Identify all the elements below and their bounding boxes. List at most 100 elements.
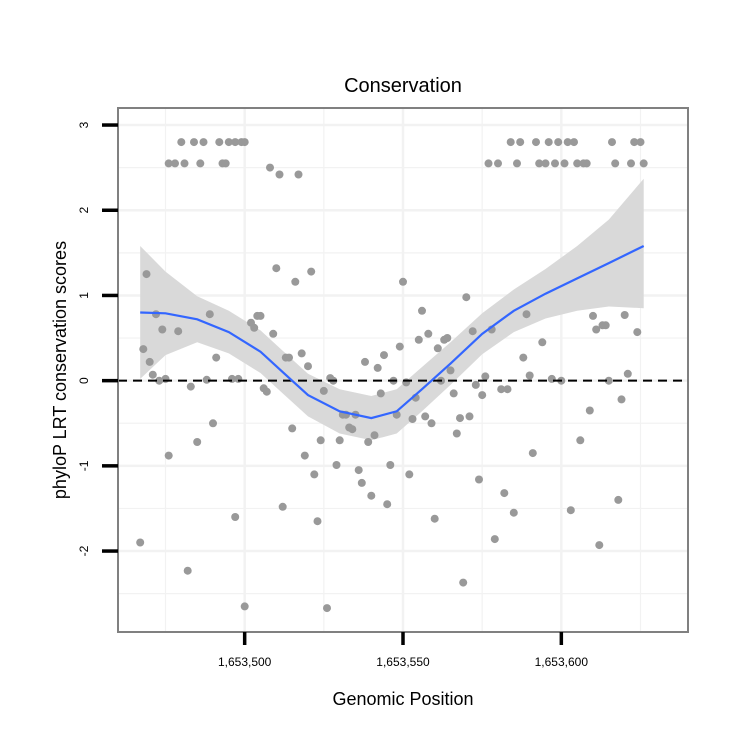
data-point — [424, 329, 433, 338]
x-axis: 1,653,500 1,653,550 1,653,600 — [218, 632, 588, 669]
data-point — [266, 163, 274, 172]
data-point — [509, 508, 518, 517]
data-point — [525, 371, 534, 380]
data-point — [256, 311, 265, 320]
plot-panel — [118, 108, 688, 632]
data-point — [240, 602, 249, 611]
data-point — [430, 514, 439, 523]
data-point — [433, 344, 442, 353]
data-point — [630, 138, 639, 147]
data-point — [354, 466, 363, 475]
data-point — [608, 138, 616, 147]
data-point — [380, 351, 388, 360]
data-point — [513, 159, 521, 168]
data-point — [528, 449, 537, 458]
x-tick-label: 1,653,500 — [218, 655, 272, 669]
data-point — [361, 357, 369, 366]
data-point — [471, 380, 480, 389]
data-point — [478, 391, 487, 400]
y-tick-label: 3 — [77, 121, 91, 128]
data-point — [171, 159, 179, 168]
data-point — [614, 495, 623, 504]
data-point — [636, 138, 645, 147]
x-tick-label: 1,653,550 — [376, 655, 430, 669]
data-point — [386, 461, 395, 469]
data-point — [627, 159, 635, 168]
data-point — [177, 138, 186, 147]
data-point — [139, 345, 148, 354]
data-point — [234, 374, 243, 383]
data-point — [193, 438, 202, 446]
data-point — [490, 535, 499, 544]
data-point — [551, 159, 559, 168]
y-tick-label: 2 — [77, 207, 91, 214]
data-point — [155, 376, 164, 385]
data-point — [560, 159, 569, 168]
data-point — [468, 327, 477, 336]
data-point — [585, 406, 594, 415]
data-point — [592, 325, 601, 334]
data-point — [196, 159, 205, 168]
data-point — [285, 353, 293, 362]
data-point — [414, 335, 423, 344]
data-point — [449, 389, 458, 398]
data-point — [332, 461, 341, 469]
x-axis-label: Genomic Position — [332, 689, 473, 709]
confidence-band — [140, 178, 644, 441]
data-point — [481, 372, 490, 381]
data-point — [503, 385, 512, 394]
chart-title: Conservation — [344, 75, 462, 97]
data-point — [547, 374, 556, 383]
data-point — [300, 451, 309, 460]
data-point — [446, 366, 455, 375]
data-point — [231, 513, 240, 521]
data-point — [136, 538, 145, 547]
data-point — [376, 389, 385, 398]
data-point — [563, 138, 572, 147]
data-point — [183, 566, 192, 575]
y-tick-label: -1 — [77, 460, 91, 471]
data-point — [161, 374, 170, 383]
data-point — [544, 138, 553, 147]
data-point — [275, 170, 284, 179]
data-point — [367, 491, 376, 500]
data-point — [465, 412, 474, 421]
data-point — [462, 293, 471, 302]
data-point — [250, 323, 259, 332]
data-point — [589, 311, 597, 320]
data-point — [145, 357, 154, 366]
data-point — [566, 506, 575, 515]
data-point — [484, 159, 493, 168]
data-point — [516, 138, 525, 147]
data-point — [152, 310, 160, 319]
data-point — [370, 431, 379, 440]
smooth-fit-line — [140, 245, 645, 420]
data-point — [456, 414, 464, 423]
data-point — [278, 502, 287, 511]
data-point — [405, 470, 414, 479]
data-point — [475, 475, 483, 484]
data-point — [595, 541, 604, 550]
data-point — [212, 353, 221, 362]
data-point — [582, 159, 591, 168]
y-tick-label: -2 — [77, 545, 91, 556]
data-point — [573, 159, 582, 168]
data-point — [408, 415, 417, 423]
data-point — [421, 412, 430, 421]
data-point — [190, 138, 198, 147]
data-point — [205, 310, 214, 319]
data-point — [209, 419, 217, 428]
data-point — [497, 385, 506, 394]
data-point — [395, 342, 404, 351]
data-point — [186, 382, 195, 391]
data-point — [231, 138, 240, 147]
data-point — [335, 436, 344, 445]
data-point — [291, 277, 300, 286]
data-point — [316, 436, 325, 445]
data-point — [532, 138, 540, 147]
data-point — [418, 306, 426, 315]
data-point — [148, 370, 157, 379]
data-point — [399, 277, 407, 286]
data-point — [180, 159, 189, 168]
data-point — [519, 353, 528, 362]
